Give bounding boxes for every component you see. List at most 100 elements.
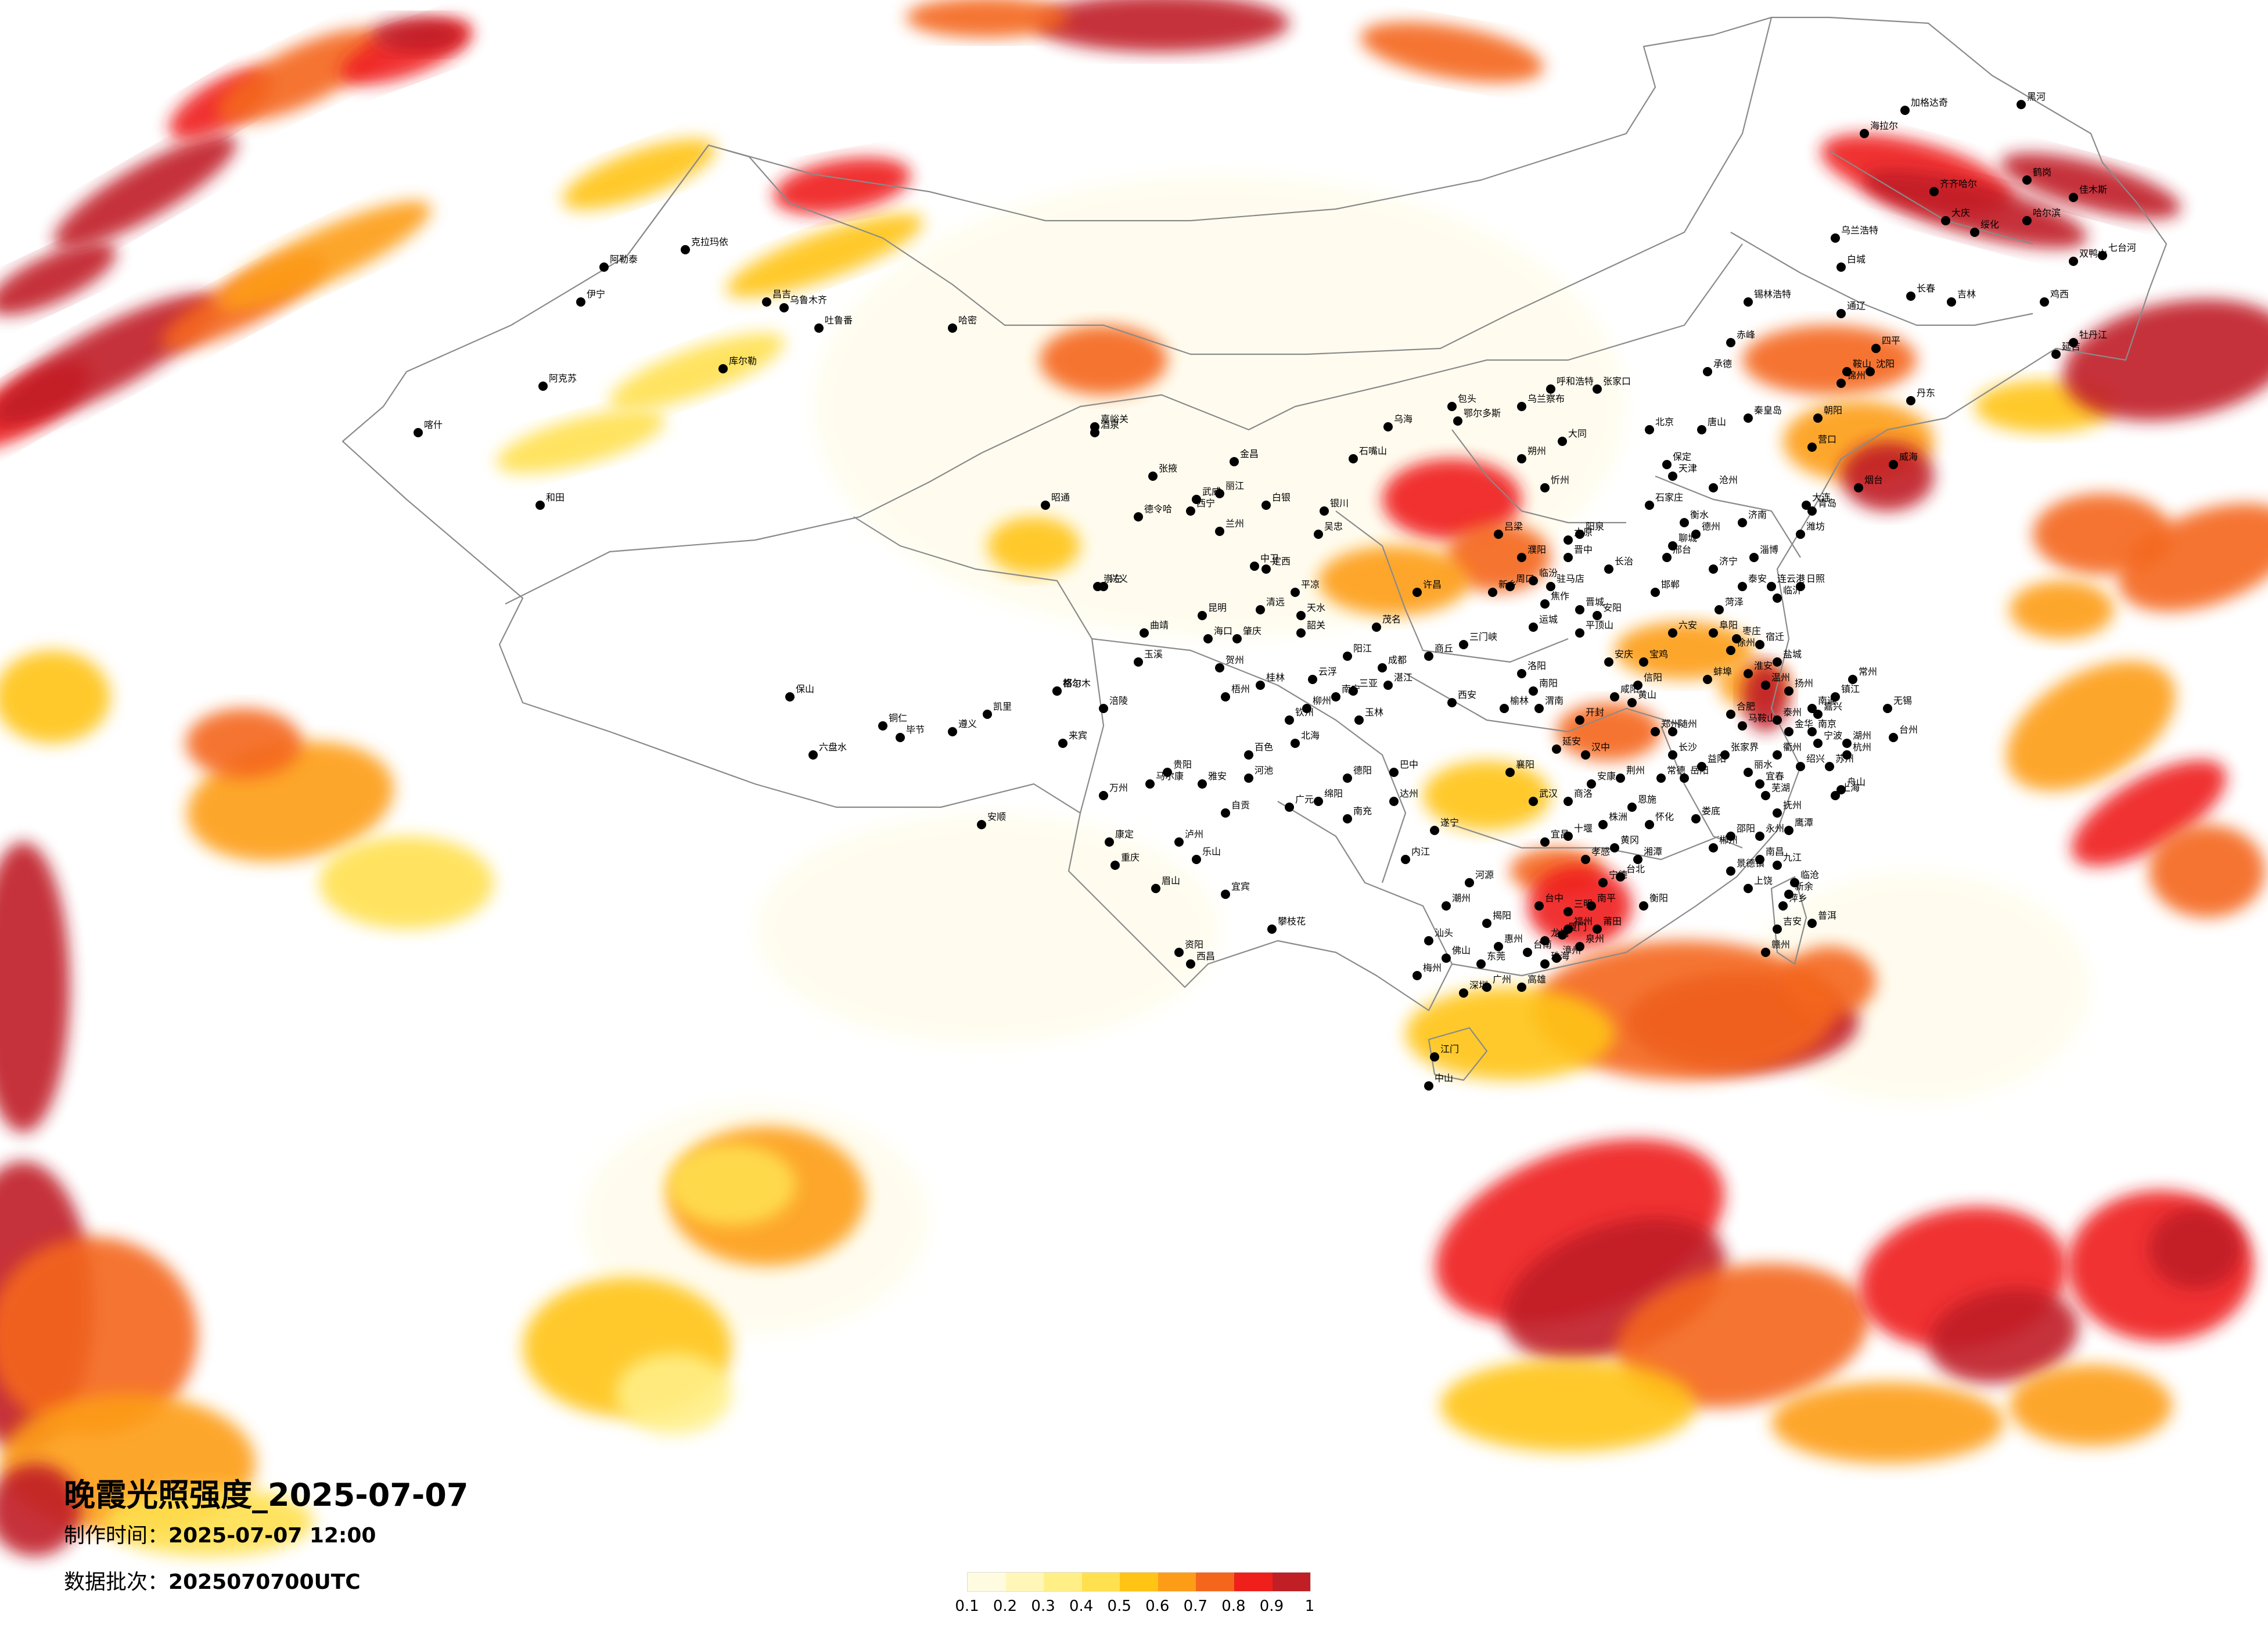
city-dot <box>1105 837 1114 847</box>
city-label: 乌兰察布 <box>1527 393 1565 404</box>
city-label: 枣庄 <box>1742 625 1761 636</box>
legend-swatch <box>1120 1573 1158 1591</box>
city-dot <box>2069 338 2078 347</box>
city-dot <box>1703 367 1712 376</box>
city-label: 自贡 <box>1231 800 1250 811</box>
city-dot <box>2022 175 2032 185</box>
city-label: 株洲 <box>1609 811 1627 822</box>
city-label: 吉安 <box>1783 916 1802 927</box>
city-dot <box>814 323 824 333</box>
city-label: 金华 <box>1795 718 1813 729</box>
city-dot <box>1494 942 1503 951</box>
city-dot <box>1836 379 1846 388</box>
city-label: 商丘 <box>1435 643 1453 654</box>
city-label: 六盘水 <box>819 742 847 753</box>
city-label: 深圳 <box>1469 980 1488 991</box>
city-label: 柳州 <box>1313 695 1331 706</box>
intensity-patch <box>2118 503 2268 611</box>
city-dot <box>1807 727 1817 736</box>
city-label: 九江 <box>1783 852 1802 863</box>
city-dot <box>1651 588 1660 597</box>
city-dot <box>1807 443 1817 452</box>
city-label: 新余 <box>1795 881 1813 892</box>
city-label: 济宁 <box>1719 556 1738 567</box>
city-label: 汕头 <box>1435 927 1453 938</box>
city-dot <box>1110 861 1120 870</box>
city-dot <box>1645 425 1654 434</box>
city-dot <box>1331 692 1340 702</box>
city-dot <box>1546 582 1555 591</box>
city-label: 石家庄 <box>1655 492 1683 503</box>
city-label: 兴义 <box>1109 573 1128 584</box>
city-dot <box>1656 774 1666 783</box>
border-line <box>1405 673 1685 733</box>
city-label: 吴忠 <box>1324 521 1343 532</box>
city-dot <box>1221 890 1230 899</box>
city-label: 宜宾 <box>1231 881 1250 892</box>
city-dot <box>1668 541 1677 551</box>
city-label: 朝阳 <box>1824 405 1842 416</box>
city-label: 安康 <box>1597 771 1616 782</box>
city-dot <box>1744 413 1753 423</box>
city-label: 晋城 <box>1586 596 1604 607</box>
city-label: 金昌 <box>1240 448 1259 459</box>
city-dot <box>1256 681 1265 690</box>
city-label: 江门 <box>1440 1044 1459 1055</box>
city-dot <box>1691 814 1701 823</box>
city-label: 宜昌 <box>1551 829 1569 840</box>
intensity-patch <box>1616 1263 1869 1408</box>
city-label: 保定 <box>1673 451 1691 462</box>
city-label: 赣州 <box>1771 939 1790 950</box>
city-dot <box>1581 855 1590 864</box>
city-dot <box>977 820 986 829</box>
city-label: 乐山 <box>1202 846 1221 857</box>
intensity-patch <box>1742 325 1917 395</box>
legend-tick-label: 0.7 <box>1183 1598 1208 1615</box>
city-dot <box>1459 640 1468 649</box>
city-label: 加格达奇 <box>1911 97 1948 108</box>
legend-swatch <box>1044 1573 1082 1591</box>
city-label: 北京 <box>1655 416 1674 427</box>
city-dot <box>1970 228 1979 237</box>
intensity-patch <box>1862 170 2087 249</box>
city-label: 眉山 <box>1162 875 1180 886</box>
city-label: 景德镇 <box>1737 858 1764 869</box>
city-dot <box>1871 344 1881 353</box>
city-dot <box>1738 518 1747 527</box>
city-label: 四平 <box>1882 335 1900 346</box>
city-label: 安阳 <box>1603 602 1622 613</box>
city-label: 牡丹江 <box>2079 329 2107 340</box>
city-dot <box>1836 309 1846 318</box>
city-dot <box>1563 553 1573 562</box>
city-dot <box>1598 820 1608 829</box>
city-label: 潮州 <box>1452 893 1471 904</box>
city-label: 烟台 <box>1864 474 1883 485</box>
city-label: 德令哈 <box>1144 503 1172 515</box>
city-label: 黄山 <box>1638 689 1656 700</box>
city-dot <box>1773 715 1782 725</box>
city-label: 衡水 <box>1690 509 1709 520</box>
legend-tick-label: 0.5 <box>1107 1598 1131 1615</box>
city-label: 西宁 <box>1196 498 1215 509</box>
city-label: 乌鲁木齐 <box>790 294 827 305</box>
city-label: 梅州 <box>1423 962 1442 973</box>
city-label: 宁波 <box>1824 730 1842 741</box>
intensity-patch <box>53 134 237 249</box>
city-dot <box>1831 791 1840 800</box>
legend-swatch <box>968 1573 1006 1591</box>
city-label: 濮阳 <box>1527 544 1546 555</box>
intensity-patch <box>2149 825 2265 918</box>
city-label: 安顺 <box>987 811 1006 822</box>
city-label: 长沙 <box>1678 742 1697 753</box>
city-label: 龙岩 <box>1551 927 1569 938</box>
intensity-patch <box>562 139 716 210</box>
city-label: 钦州 <box>1295 707 1314 718</box>
border-line <box>1655 475 1801 558</box>
intensity-patch <box>105 1487 314 1556</box>
legend-swatch <box>1081 1573 1120 1591</box>
city-label: 康定 <box>1115 829 1134 840</box>
city-dot <box>1802 501 1811 510</box>
city-dot <box>1517 983 1526 992</box>
city-dot <box>1540 936 1550 945</box>
city-dot <box>599 262 609 272</box>
